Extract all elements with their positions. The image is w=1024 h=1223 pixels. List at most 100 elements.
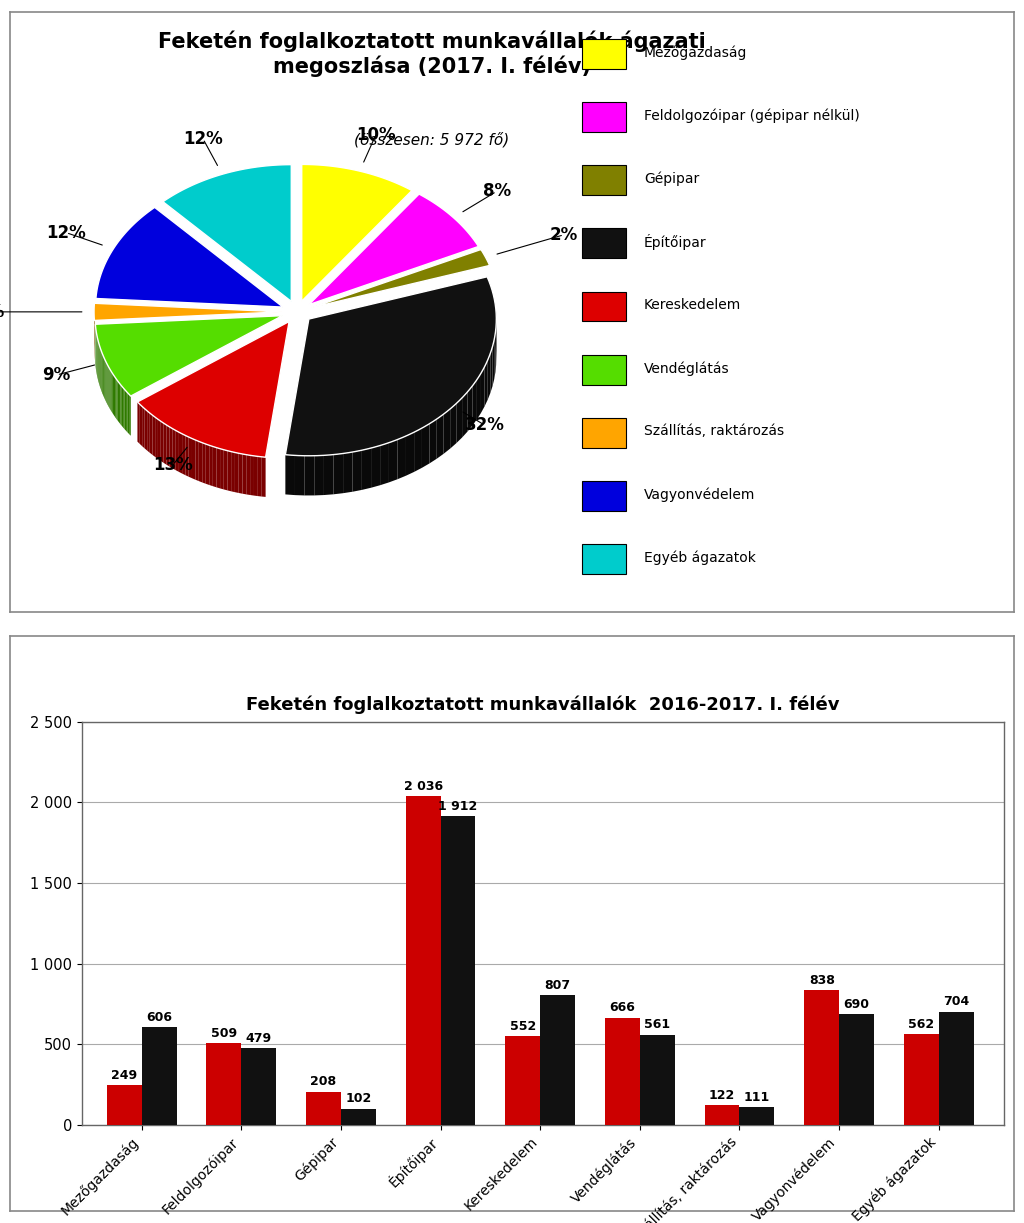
FancyBboxPatch shape bbox=[583, 165, 627, 196]
Polygon shape bbox=[239, 454, 243, 494]
Text: Mezőgazdaság: Mezőgazdaság bbox=[644, 45, 748, 60]
Text: 838: 838 bbox=[809, 974, 835, 987]
Polygon shape bbox=[295, 455, 304, 495]
Bar bbox=[341, 1109, 376, 1125]
Text: Feketén foglalkoztatott munkavállalók ágazati
megoszlása (2017. I. félév): Feketén foglalkoztatott munkavállalók ág… bbox=[158, 31, 706, 77]
Polygon shape bbox=[161, 421, 164, 462]
Polygon shape bbox=[94, 303, 282, 320]
Polygon shape bbox=[468, 386, 472, 432]
Polygon shape bbox=[114, 375, 115, 417]
Polygon shape bbox=[122, 386, 123, 428]
Polygon shape bbox=[112, 372, 113, 413]
FancyBboxPatch shape bbox=[583, 103, 627, 132]
Polygon shape bbox=[437, 415, 443, 459]
Polygon shape bbox=[457, 397, 462, 443]
Polygon shape bbox=[247, 455, 250, 495]
Polygon shape bbox=[220, 449, 224, 489]
Text: 12%: 12% bbox=[183, 130, 223, 148]
Polygon shape bbox=[119, 383, 121, 424]
Polygon shape bbox=[163, 165, 291, 301]
Polygon shape bbox=[213, 446, 216, 487]
Text: 2 036: 2 036 bbox=[403, 780, 442, 794]
Text: 8%: 8% bbox=[482, 182, 511, 201]
Polygon shape bbox=[147, 411, 150, 453]
Polygon shape bbox=[167, 426, 170, 467]
Polygon shape bbox=[380, 443, 389, 486]
Polygon shape bbox=[121, 384, 122, 426]
Polygon shape bbox=[196, 440, 199, 481]
Polygon shape bbox=[118, 382, 119, 422]
Polygon shape bbox=[206, 444, 209, 486]
Text: 606: 606 bbox=[146, 1011, 172, 1024]
Bar bbox=[605, 1018, 640, 1125]
Polygon shape bbox=[117, 379, 118, 421]
Text: 12%: 12% bbox=[46, 224, 86, 242]
Polygon shape bbox=[397, 437, 406, 479]
Text: 13%: 13% bbox=[153, 456, 193, 475]
Text: 562: 562 bbox=[908, 1019, 934, 1031]
Text: 509: 509 bbox=[211, 1027, 237, 1040]
Polygon shape bbox=[309, 194, 478, 305]
Polygon shape bbox=[179, 432, 182, 473]
Polygon shape bbox=[199, 442, 203, 482]
Polygon shape bbox=[254, 456, 258, 497]
Text: Vagyonvédelem: Vagyonvédelem bbox=[644, 487, 756, 501]
Polygon shape bbox=[231, 451, 234, 492]
Polygon shape bbox=[216, 448, 220, 488]
Bar bbox=[306, 1092, 341, 1125]
FancyBboxPatch shape bbox=[583, 229, 627, 258]
Polygon shape bbox=[176, 430, 179, 472]
Text: Gépipar: Gépipar bbox=[644, 172, 699, 186]
Polygon shape bbox=[495, 333, 496, 379]
Text: 704: 704 bbox=[943, 996, 970, 1008]
Polygon shape bbox=[302, 164, 412, 301]
Polygon shape bbox=[493, 340, 495, 386]
Bar bbox=[440, 817, 475, 1125]
Polygon shape bbox=[304, 456, 314, 495]
Text: 807: 807 bbox=[545, 978, 570, 992]
Polygon shape bbox=[487, 353, 490, 400]
Polygon shape bbox=[188, 437, 191, 478]
Text: 2%: 2% bbox=[550, 226, 579, 243]
Polygon shape bbox=[139, 405, 142, 446]
Polygon shape bbox=[137, 402, 139, 444]
Polygon shape bbox=[472, 379, 477, 426]
Polygon shape bbox=[129, 395, 131, 435]
Polygon shape bbox=[153, 415, 156, 457]
Polygon shape bbox=[443, 408, 451, 454]
Polygon shape bbox=[170, 427, 173, 468]
Polygon shape bbox=[158, 419, 161, 461]
Polygon shape bbox=[227, 451, 231, 492]
Polygon shape bbox=[429, 419, 437, 464]
Polygon shape bbox=[422, 423, 429, 467]
Polygon shape bbox=[191, 439, 196, 479]
Polygon shape bbox=[286, 276, 497, 456]
FancyBboxPatch shape bbox=[583, 418, 627, 448]
Polygon shape bbox=[115, 378, 117, 419]
Polygon shape bbox=[286, 455, 295, 495]
Polygon shape bbox=[250, 455, 254, 495]
Bar bbox=[541, 994, 575, 1125]
Polygon shape bbox=[371, 445, 380, 488]
Text: (összesen: 5 972 fő): (összesen: 5 972 fő) bbox=[354, 132, 509, 148]
Polygon shape bbox=[477, 373, 481, 419]
Text: 10%: 10% bbox=[356, 126, 395, 143]
Polygon shape bbox=[185, 435, 188, 477]
Text: 561: 561 bbox=[644, 1019, 671, 1031]
Bar bbox=[207, 1043, 242, 1125]
Polygon shape bbox=[243, 454, 247, 494]
Polygon shape bbox=[258, 456, 262, 497]
Polygon shape bbox=[361, 448, 371, 490]
Polygon shape bbox=[144, 408, 147, 450]
Polygon shape bbox=[203, 443, 206, 484]
Polygon shape bbox=[314, 455, 324, 495]
Text: 2%: 2% bbox=[0, 303, 5, 320]
Polygon shape bbox=[164, 423, 167, 465]
Text: Építőipar: Építőipar bbox=[644, 235, 707, 251]
Bar bbox=[141, 1027, 176, 1125]
Text: 122: 122 bbox=[709, 1090, 735, 1102]
Polygon shape bbox=[389, 439, 397, 482]
Bar bbox=[939, 1011, 974, 1125]
Polygon shape bbox=[262, 457, 265, 497]
Polygon shape bbox=[142, 406, 144, 449]
